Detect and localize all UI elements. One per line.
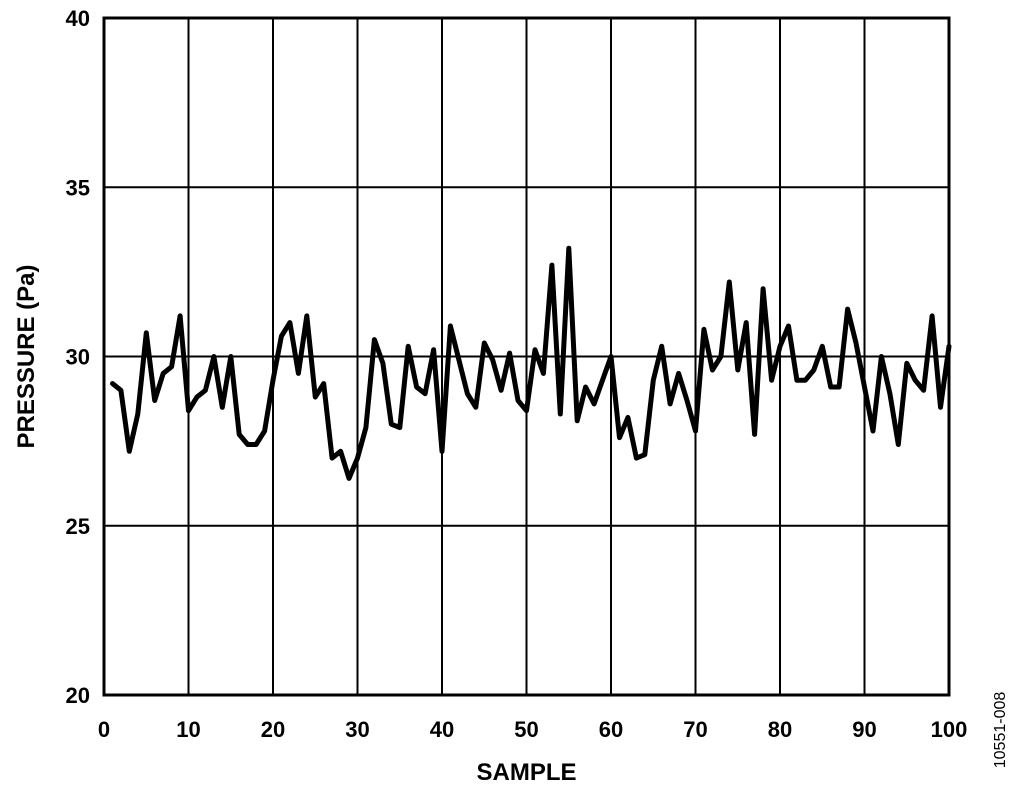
x-tick-label: 20	[261, 717, 285, 742]
x-tick-label: 70	[683, 717, 707, 742]
x-tick-label: 80	[768, 717, 792, 742]
x-axis-label: SAMPLE	[476, 759, 576, 786]
y-tick-label: 25	[66, 514, 90, 539]
y-tick-label: 20	[66, 683, 90, 708]
x-tick-label: 90	[852, 717, 876, 742]
y-tick-label: 30	[66, 345, 90, 370]
x-tick-label: 60	[599, 717, 623, 742]
y-tick-label: 40	[66, 6, 90, 31]
figure-id: 10551-008	[992, 692, 1009, 769]
x-tick-label: 50	[514, 717, 538, 742]
tick-labels: 0 10 20 30 40 50 60 70 80 90 100 20 25 30 35 40	[66, 6, 968, 742]
x-tick-label: 0	[98, 717, 110, 742]
x-tick-label: 10	[176, 717, 200, 742]
x-tick-label: 40	[430, 717, 454, 742]
y-axis-label: PRESSURE (Pa)	[13, 264, 40, 448]
x-tick-label: 100	[931, 717, 968, 742]
x-tick-label: 30	[345, 717, 369, 742]
y-tick-label: 35	[66, 175, 90, 200]
plot-frame	[102, 16, 951, 697]
series-line	[110, 245, 952, 481]
